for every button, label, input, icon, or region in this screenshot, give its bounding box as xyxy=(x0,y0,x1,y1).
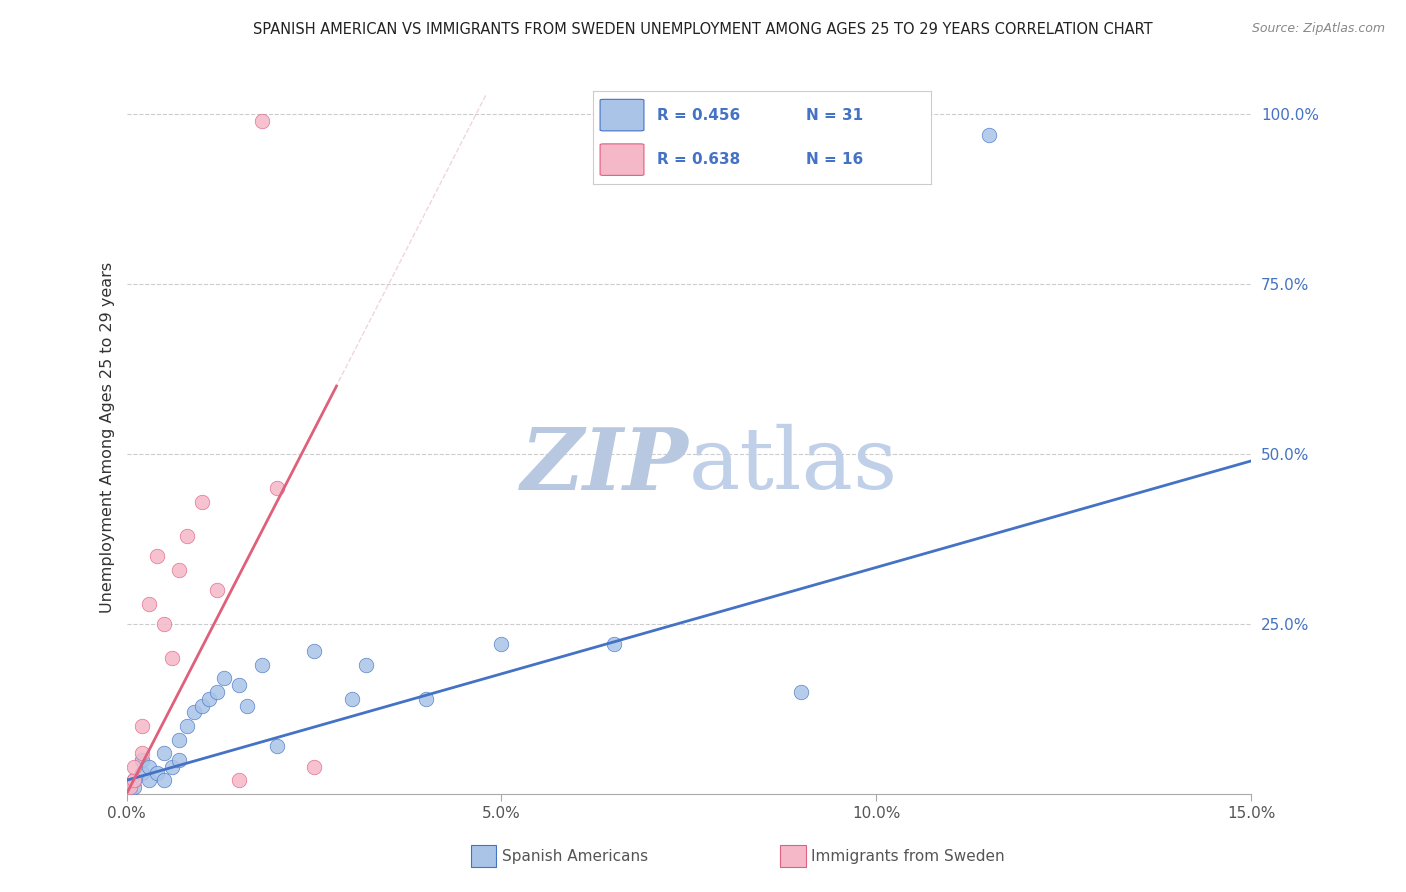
Point xyxy=(302,760,325,774)
Point xyxy=(176,719,198,733)
FancyBboxPatch shape xyxy=(600,144,644,176)
Y-axis label: Unemployment Among Ages 25 to 29 years: Unemployment Among Ages 25 to 29 years xyxy=(100,261,115,613)
Point xyxy=(491,637,513,651)
Point xyxy=(153,617,176,632)
Point xyxy=(120,783,142,797)
Point xyxy=(145,549,167,563)
Point xyxy=(228,678,250,692)
Point xyxy=(198,691,221,706)
Point xyxy=(250,114,273,128)
Point xyxy=(190,698,212,713)
Point xyxy=(131,746,153,760)
Point xyxy=(167,753,190,767)
Point xyxy=(205,582,228,597)
Point xyxy=(131,719,153,733)
Point xyxy=(122,760,145,774)
Point xyxy=(122,773,145,788)
Point xyxy=(167,732,190,747)
Point xyxy=(167,563,190,577)
Text: atlas: atlas xyxy=(689,424,898,508)
Text: Spanish Americans: Spanish Americans xyxy=(502,849,648,863)
Point xyxy=(145,766,167,780)
Point xyxy=(266,739,288,754)
Point xyxy=(138,760,160,774)
Text: N = 16: N = 16 xyxy=(806,153,863,167)
Point xyxy=(212,671,235,685)
Point xyxy=(977,128,1000,142)
Point xyxy=(790,685,813,699)
Text: N = 31: N = 31 xyxy=(806,108,863,122)
Text: R = 0.456: R = 0.456 xyxy=(658,108,741,122)
Text: Source: ZipAtlas.com: Source: ZipAtlas.com xyxy=(1251,22,1385,36)
Point xyxy=(176,528,198,542)
Point xyxy=(138,597,160,611)
Point xyxy=(131,766,153,780)
Point xyxy=(340,691,363,706)
Point xyxy=(603,637,626,651)
Point xyxy=(228,773,250,788)
Point xyxy=(153,746,176,760)
Text: SPANISH AMERICAN VS IMMIGRANTS FROM SWEDEN UNEMPLOYMENT AMONG AGES 25 TO 29 YEAR: SPANISH AMERICAN VS IMMIGRANTS FROM SWED… xyxy=(253,22,1153,37)
Point xyxy=(266,481,288,495)
Point xyxy=(356,657,378,672)
Point xyxy=(190,494,212,508)
Point xyxy=(160,760,183,774)
Point xyxy=(122,773,145,788)
Text: Immigrants from Sweden: Immigrants from Sweden xyxy=(811,849,1005,863)
Text: ZIP: ZIP xyxy=(522,424,689,508)
Point xyxy=(120,780,142,794)
Point xyxy=(250,657,273,672)
Point xyxy=(205,685,228,699)
Point xyxy=(235,698,257,713)
Point xyxy=(302,644,325,658)
Point xyxy=(160,651,183,665)
Point xyxy=(183,706,205,720)
Point xyxy=(131,753,153,767)
FancyBboxPatch shape xyxy=(600,99,644,131)
Text: R = 0.638: R = 0.638 xyxy=(658,153,741,167)
Point xyxy=(122,780,145,794)
Point xyxy=(153,773,176,788)
Point xyxy=(415,691,437,706)
Point xyxy=(138,773,160,788)
